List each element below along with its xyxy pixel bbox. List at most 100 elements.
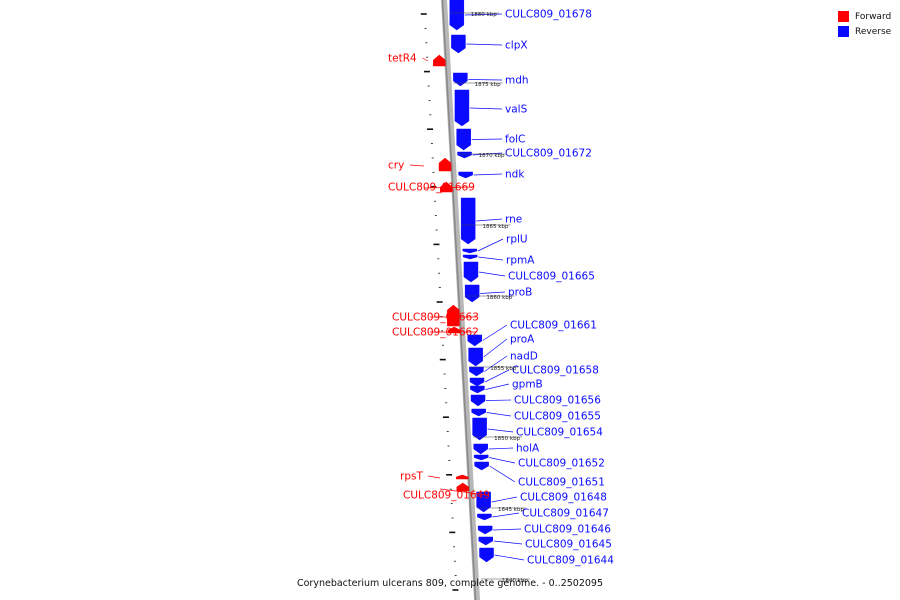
gene-culc809-01658-connector xyxy=(484,369,510,383)
gene-vals-label: valS xyxy=(505,104,528,116)
gene-clpx-label: clpX xyxy=(505,40,528,52)
gene-cry-arrow xyxy=(438,157,452,172)
gene-ndk-label: ndk xyxy=(505,169,525,181)
gene-tetr4-arrow xyxy=(433,54,446,67)
gene-culc809-01654-arrow xyxy=(472,417,487,441)
gene-culc809-01652-arrow xyxy=(473,454,489,461)
gene-culc809-01645-connector xyxy=(493,540,523,545)
gene-culc809-01649-arrow xyxy=(456,482,470,492)
gene-culc809-01651-label: CULC809_01651 xyxy=(518,477,605,489)
gene-cry-label: cry xyxy=(388,160,404,172)
gene-culc809-01658-arrow xyxy=(469,377,485,387)
gene-gpmb-label: gpmB xyxy=(512,379,543,391)
gene-prob-label: proB xyxy=(508,287,532,299)
gene-prob-arrow xyxy=(464,284,480,303)
scale-label-1840-kbp: 1840 kbp xyxy=(502,578,528,584)
gene-culc809-01665-arrow xyxy=(463,261,479,283)
gene-culc809-01656-label: CULC809_01656 xyxy=(514,395,601,407)
gene-ndk-connector xyxy=(473,173,503,176)
legend-label-reverse: Reverse xyxy=(855,26,892,37)
gene-culc809-01678-arrow xyxy=(449,0,465,31)
gene-folc-connector xyxy=(471,138,503,140)
gene-culc809-01648-connector xyxy=(491,496,518,503)
gene-culc809-01651-connector xyxy=(489,465,516,483)
gene-culc809-01656-connector xyxy=(486,399,512,401)
gene-culc809-01665-connector xyxy=(478,271,506,277)
gene-rpma-label: rpmA xyxy=(506,255,535,267)
gene-culc809-01655-arrow xyxy=(471,408,486,417)
gene-rpma-arrow xyxy=(462,254,478,260)
gene-culc809-01658-label: CULC809_01658 xyxy=(512,365,599,377)
legend-item-reverse: Reverse xyxy=(838,24,891,39)
gene-culc809-01654-label: CULC809_01654 xyxy=(516,427,603,439)
scale-label-1865-kbp: 1865 kbp xyxy=(482,224,508,230)
strand-legend: Forward Reverse xyxy=(838,9,891,39)
gene-folc-label: folC xyxy=(505,134,525,146)
gene-culc809-01648-label: CULC809_01648 xyxy=(520,492,607,504)
gene-culc809-01661-connector xyxy=(482,324,508,341)
gene-vals-connector xyxy=(469,107,503,110)
scale-label-1855-kbp: 1855 kbp xyxy=(490,366,516,372)
gene-clpx-arrow xyxy=(451,34,466,54)
genome-caption: Corynebacterium ulcerans 809, complete g… xyxy=(296,578,604,589)
genome-backbone xyxy=(441,0,477,600)
gene-culc809-01669-arrow xyxy=(440,181,453,193)
gene-culc809-01669-label: CULC809_01669 xyxy=(388,182,475,194)
gene-culc809-01652-label: CULC809_01652 xyxy=(518,458,605,470)
gene-culc809-01663-label: CULC809_01663 xyxy=(392,312,479,324)
reverse-swatch xyxy=(838,26,849,37)
gene-mdh-label: mdh xyxy=(505,75,529,87)
gene-proa-arrow xyxy=(468,347,483,367)
scale-label-1875-kbp: 1875 kbp xyxy=(475,82,501,88)
gene-rne-arrow xyxy=(460,197,476,245)
gene-culc809-01645-arrow xyxy=(478,536,494,546)
gene-culc809-01661-arrow xyxy=(467,334,482,347)
gene-culc809-01647-label: CULC809_01647 xyxy=(522,508,609,520)
gene-hola-connector xyxy=(488,447,514,450)
gene-culc809-01645-label: CULC809_01645 xyxy=(525,539,612,551)
gene-culc809-01652-connector xyxy=(489,457,516,464)
gene-culc809-01656-arrow xyxy=(470,394,486,407)
gene-culc809-01649-label: CULC809_01649 xyxy=(403,490,490,502)
gene-culc809-01665-label: CULC809_01665 xyxy=(508,271,595,283)
gene-hola-arrow xyxy=(473,443,488,455)
gene-culc809-01644-label: CULC809_01644 xyxy=(527,555,614,567)
gene-vals-arrow xyxy=(454,89,470,127)
gene-ndk-arrow xyxy=(458,171,473,179)
legend-item-forward: Forward xyxy=(838,9,891,24)
gene-culc809-01646-connector xyxy=(493,528,522,531)
gene-rplu-connector xyxy=(477,238,504,252)
gene-nadd-label: nadD xyxy=(510,351,538,363)
gene-clpx-connector xyxy=(466,43,503,46)
gene-culc809-01655-label: CULC809_01655 xyxy=(514,411,601,423)
gene-gpmb-connector xyxy=(485,383,510,390)
gene-tetr4-connector xyxy=(422,57,429,62)
gene-culc809-01661-label: CULC809_01661 xyxy=(510,320,597,332)
gene-prob-connector xyxy=(480,291,506,294)
gene-culc809-01655-connector xyxy=(486,412,512,417)
gene-rpst-arrow xyxy=(455,474,469,480)
gene-rne-label: rne xyxy=(505,214,522,226)
gene-proa-connector xyxy=(483,338,508,358)
gene-nadd-arrow xyxy=(469,366,484,377)
gene-rpst-label: rpsT xyxy=(400,471,423,483)
scale-label-1880-kbp: 1880 kbp xyxy=(471,12,497,18)
genome-backbone-shadow xyxy=(441,0,480,600)
gene-culc809-01651-arrow xyxy=(474,461,489,471)
gene-culc809-01646-arrow xyxy=(477,525,493,535)
gene-rne-connector xyxy=(476,218,503,222)
gene-culc809-01648-arrow xyxy=(476,491,491,513)
gene-culc809-01654-connector xyxy=(487,428,514,433)
gene-tetr4-label: tetR4 xyxy=(388,53,417,65)
forward-swatch xyxy=(838,11,849,22)
scale-label-1850-kbp: 1850 kbp xyxy=(494,436,520,442)
gene-culc809-01644-connector xyxy=(494,554,525,561)
gene-folc-arrow xyxy=(456,128,471,151)
gene-culc809-01672-label: CULC809_01672 xyxy=(505,148,592,160)
scale-label-1860-kbp: 1860 kbp xyxy=(486,295,512,301)
gene-gpmb-arrow xyxy=(470,385,485,394)
gene-culc809-01672-arrow xyxy=(457,151,472,159)
gene-culc809-01647-connector xyxy=(492,512,520,518)
gene-rplu-label: rplU xyxy=(506,234,528,246)
gene-mdh-arrow xyxy=(453,72,468,87)
